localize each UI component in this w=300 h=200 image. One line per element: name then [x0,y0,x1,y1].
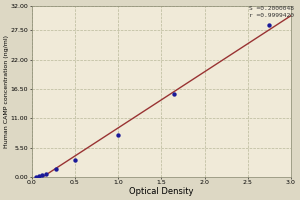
X-axis label: Optical Density: Optical Density [129,187,194,196]
Point [36,175,41,178]
Text: S =0.2000048
r =0.9999420: S =0.2000048 r =0.9999420 [249,6,294,18]
Point [44,172,49,175]
Point [172,93,177,96]
Point [267,23,272,26]
Point [116,134,121,137]
Point [34,175,38,179]
Point [54,167,58,171]
Y-axis label: Human CAMP concentration (ng/ml): Human CAMP concentration (ng/ml) [4,35,9,148]
Point [40,174,44,177]
Point [73,158,77,161]
